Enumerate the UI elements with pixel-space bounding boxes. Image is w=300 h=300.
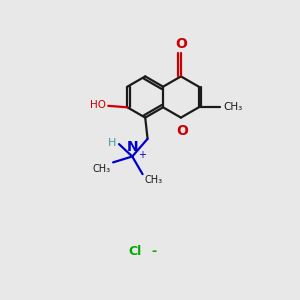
Text: CH₃: CH₃	[223, 102, 242, 112]
Text: Cl: Cl	[129, 245, 142, 258]
Text: -: -	[152, 245, 157, 258]
Text: CH₃: CH₃	[145, 175, 163, 185]
Text: H: H	[108, 138, 117, 148]
Text: HO: HO	[90, 100, 106, 110]
Text: O: O	[176, 124, 188, 138]
Text: O: O	[175, 38, 187, 51]
Text: CH₃: CH₃	[93, 164, 111, 173]
Text: +: +	[138, 150, 146, 160]
Text: N: N	[126, 140, 138, 154]
